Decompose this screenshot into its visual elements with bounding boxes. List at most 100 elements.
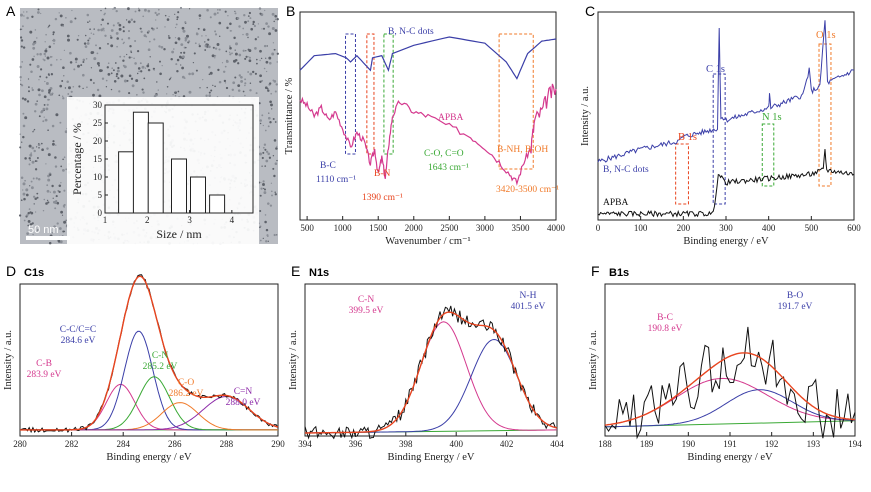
tem-particle xyxy=(137,67,141,70)
tem-particle xyxy=(22,112,25,115)
tem-particle xyxy=(82,58,86,62)
tem-particle xyxy=(26,11,28,13)
tem-particle xyxy=(153,95,157,98)
panel-e-xtick-label: 400 xyxy=(449,439,463,449)
tem-particle xyxy=(87,21,89,24)
annotation: B, N-C dots xyxy=(388,27,434,37)
tem-particle xyxy=(262,180,265,183)
tem-particle xyxy=(201,35,203,37)
tem-particle xyxy=(155,19,157,21)
tem-particle xyxy=(107,73,111,76)
panel-d-xlabel: Binding energy / eV xyxy=(106,452,192,463)
tem-particle xyxy=(45,163,47,165)
tem-particle xyxy=(270,103,273,107)
tem-particle xyxy=(21,141,23,143)
tem-particle xyxy=(244,57,247,60)
tem-particle xyxy=(228,95,231,97)
tem-particle xyxy=(54,207,57,210)
tem-particle xyxy=(191,72,195,76)
tem-particle xyxy=(269,120,272,124)
tem-particle xyxy=(265,228,269,232)
tem-particle xyxy=(242,49,245,52)
tem-particle xyxy=(229,22,232,26)
tem-particle xyxy=(234,10,236,13)
tem-particle xyxy=(34,29,37,31)
panel-c-xtick-label: 500 xyxy=(805,223,819,233)
tem-particle xyxy=(109,34,112,37)
tem-particle xyxy=(47,73,50,76)
tem-particle xyxy=(274,14,278,18)
tem-particle xyxy=(48,25,50,28)
tem-particle xyxy=(36,37,38,39)
tem-particle xyxy=(26,232,29,235)
tem-particle xyxy=(208,94,212,97)
tem-particle xyxy=(28,86,30,88)
tem-particle xyxy=(36,192,39,195)
tem-particle xyxy=(226,26,229,30)
tem-particle xyxy=(84,34,87,37)
tem-particle xyxy=(30,152,33,154)
tem-particle xyxy=(29,185,31,187)
tem-particle xyxy=(263,67,266,70)
peak-label: C-C/C=C xyxy=(60,325,97,335)
tem-particle xyxy=(37,88,41,92)
tem-particle xyxy=(92,93,95,97)
tem-particle xyxy=(244,82,247,85)
tem-particle xyxy=(63,189,66,192)
tem-particle xyxy=(56,59,58,61)
tem-particle xyxy=(45,107,49,111)
tem-particle xyxy=(157,8,160,11)
tem-particle xyxy=(141,88,144,91)
tem-particle xyxy=(271,12,275,16)
tem-particle xyxy=(49,93,53,96)
tem-particle xyxy=(252,23,255,26)
tem-particle xyxy=(112,69,115,72)
tem-particle xyxy=(137,7,140,10)
histogram-bar xyxy=(190,176,206,214)
tem-particle xyxy=(28,157,31,160)
tem-particle xyxy=(19,133,21,135)
tem-particle xyxy=(141,65,145,69)
tem-particle xyxy=(41,89,44,93)
tem-particle xyxy=(20,84,24,87)
tem-particle xyxy=(30,70,33,74)
tem-particle xyxy=(42,107,46,111)
tem-particle xyxy=(54,202,57,205)
tem-particle xyxy=(110,72,113,75)
tem-particle xyxy=(268,32,272,36)
tem-particle xyxy=(110,29,114,32)
tem-particle xyxy=(62,66,65,69)
tem-particle xyxy=(60,165,63,168)
tem-particle xyxy=(49,63,53,67)
tem-particle xyxy=(148,40,151,43)
tem-particle xyxy=(26,100,30,103)
tem-particle xyxy=(33,128,36,131)
tem-particle xyxy=(214,85,216,88)
tem-particle xyxy=(128,74,132,78)
tem-particle xyxy=(29,211,32,214)
tem-particle xyxy=(134,39,137,43)
tem-particle xyxy=(87,39,90,42)
tem-particle xyxy=(90,32,92,34)
tem-particle xyxy=(128,30,130,32)
tem-particle xyxy=(65,168,68,171)
tem-particle xyxy=(229,46,232,50)
tem-particle xyxy=(274,162,278,165)
region-n1s xyxy=(761,123,775,187)
tem-particle xyxy=(255,92,258,95)
tem-particle xyxy=(235,42,238,46)
tem-particle xyxy=(122,59,125,62)
tem-particle xyxy=(60,210,63,214)
tem-particle xyxy=(35,177,38,180)
tem-particle xyxy=(66,34,70,38)
tem-particle xyxy=(234,49,236,51)
histogram-bar xyxy=(147,122,164,214)
tem-particle xyxy=(151,27,153,30)
tem-particle xyxy=(146,64,150,68)
inset-ytick-label: 15 xyxy=(93,154,103,164)
tem-particle xyxy=(256,58,258,61)
tem-particle xyxy=(45,33,47,36)
tem-particle xyxy=(133,20,136,23)
tem-particle xyxy=(181,26,185,30)
inset-ytick-label: 30 xyxy=(93,100,103,110)
